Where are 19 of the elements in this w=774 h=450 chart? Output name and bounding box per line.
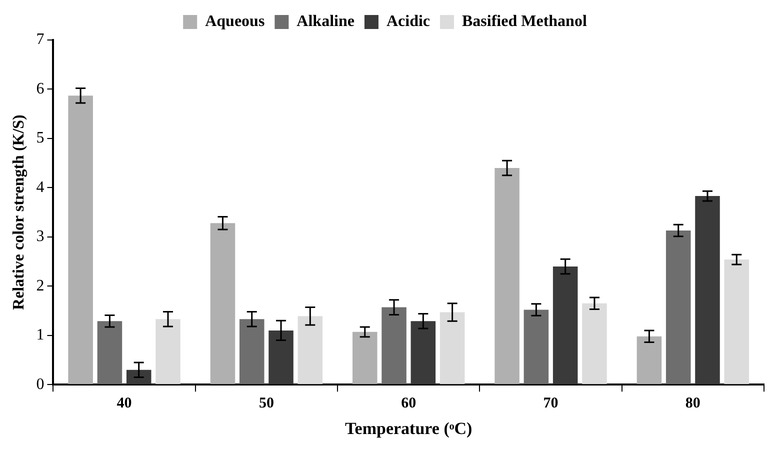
x-axis-title: Temperature (ᵒC) — [345, 419, 472, 438]
y-tick-label: 7 — [36, 31, 44, 48]
x-tick-label: 50 — [258, 395, 274, 412]
x-tick-label: 80 — [685, 395, 700, 412]
y-tick-label: 3 — [36, 228, 44, 246]
legend-label: Acidic — [386, 13, 430, 30]
y-tick-label: 4 — [36, 178, 44, 196]
y-tick-label: 1 — [36, 326, 44, 344]
y-tick-label: 2 — [36, 277, 44, 294]
y-axis-title: Relative color strength (K/S) — [10, 114, 28, 310]
y-tick-label: 5 — [36, 130, 44, 147]
legend-label: Aqueous — [205, 13, 265, 30]
legend-label: Alkaline — [296, 13, 354, 30]
x-tick-label: 70 — [543, 395, 558, 412]
y-tick-label: 0 — [36, 376, 44, 393]
x-tick-label: 60 — [401, 395, 416, 412]
legend-label: Basified Methanol — [462, 13, 588, 30]
x-tick-label: 40 — [116, 395, 132, 412]
y-tick-label: 6 — [36, 80, 44, 98]
